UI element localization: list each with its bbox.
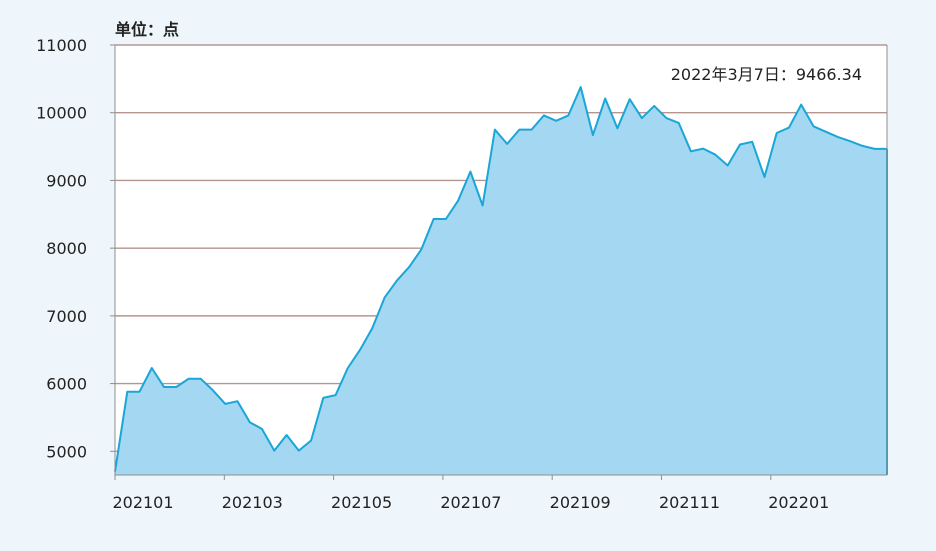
y-tick-label: 11000: [36, 36, 87, 55]
x-tick-label: 202111: [659, 493, 720, 512]
x-axis-ticks: 202101 202103 202105 202107 202109 202111 2022…: [112, 475, 829, 512]
latest-value-annotation: 2022年3月7日：9466.34: [671, 65, 862, 84]
y-tick-label: 10000: [36, 104, 87, 123]
x-tick-label: 202201: [768, 493, 829, 512]
y-tick-label: 8000: [46, 239, 87, 258]
x-tick-label: 202105: [331, 493, 392, 512]
x-tick-label: 202109: [550, 493, 611, 512]
y-tick-label: 5000: [46, 442, 87, 461]
y-tick-label: 9000: [46, 171, 87, 190]
unit-label: 单位：点: [115, 20, 179, 39]
y-axis-ticks: 5000 6000 7000 8000 9000 10000 11000: [36, 36, 115, 461]
x-tick-label: 202103: [222, 493, 283, 512]
y-tick-label: 6000: [46, 375, 87, 394]
x-tick-label: 202101: [112, 493, 173, 512]
series-line: [114, 86, 887, 472]
y-tick-label: 7000: [46, 307, 87, 326]
x-tick-label: 202107: [440, 493, 501, 512]
series-area-fill: [115, 87, 887, 475]
